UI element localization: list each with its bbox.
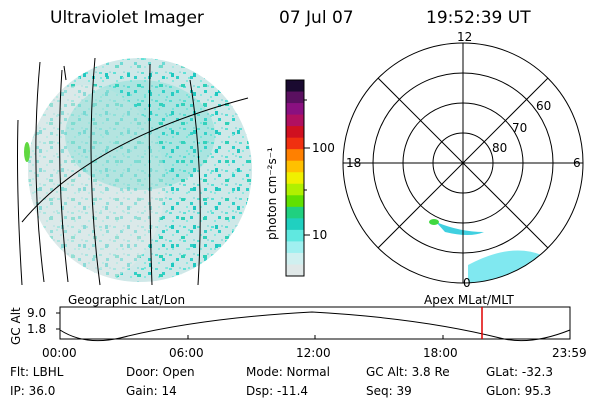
apex-label: Apex MLat/MLT — [424, 293, 514, 307]
colorbar-label-100: 100 — [312, 141, 335, 155]
dsp-info: Dsp: -11.4 — [246, 384, 309, 398]
altitude-curve — [59, 311, 571, 342]
geographic-label: Geographic Lat/Lon — [68, 293, 186, 307]
observation-date: 07 Jul 07 — [279, 8, 354, 28]
colorbar-label-10: 10 — [312, 228, 328, 242]
lat-label-70: 70 — [512, 121, 528, 135]
colorbar-segment — [286, 114, 304, 127]
colorbar — [286, 80, 304, 277]
colorbar-segment — [286, 229, 304, 242]
gain-info: Gain: 14 — [126, 384, 177, 398]
lat-label-80: 80 — [492, 141, 508, 155]
colorbar-segment — [286, 103, 304, 116]
colorbar-segment — [286, 183, 304, 196]
door-info: Door: Open — [126, 365, 195, 379]
glat-info: GLat: -32.3 — [486, 365, 553, 379]
colorbar-segment — [286, 206, 304, 219]
x-tick-label: 18:00 — [423, 346, 458, 360]
colorbar-segment — [286, 218, 304, 231]
colorbar-segment — [286, 80, 304, 93]
mlt-label-12: 12 — [457, 30, 473, 44]
colorbar-segment — [286, 252, 304, 265]
colorbar-segment — [286, 195, 304, 208]
polar-grid — [342, 42, 584, 284]
x-tick-label: 00:00 — [42, 346, 77, 360]
x-tick-label: 06:00 — [169, 346, 204, 360]
uv-image-globe — [28, 58, 252, 282]
colorbar-segment — [286, 172, 304, 185]
geographic-grid-lines — [17, 57, 249, 286]
mlt-label-6: 6 — [573, 156, 581, 170]
colorbar-unit-label: photon cm⁻²s⁻¹ — [265, 147, 279, 240]
y-tick-label-bottom: 1.8 — [27, 322, 47, 336]
mlt-label-0: 0 — [463, 276, 471, 290]
x-tick-label: 12:00 — [296, 346, 331, 360]
colorbar-segment — [286, 149, 304, 162]
observation-time: 19:52:39 UT — [426, 8, 531, 28]
colorbar-segment — [286, 126, 304, 139]
y-axis-label: GC Alt — [9, 307, 23, 345]
mlt-label-18: 18 — [346, 156, 362, 170]
mode-info: Mode: Normal — [246, 365, 330, 379]
x-tick-label: 23:59 — [552, 346, 587, 360]
lat-label-60: 60 — [536, 99, 552, 113]
gc-alt-info: GC Alt: 3.8 Re — [366, 365, 450, 379]
instrument-title: Ultraviolet Imager — [50, 8, 204, 28]
colorbar-segment — [286, 91, 304, 104]
glon-info: GLon: 95.3 — [486, 384, 552, 398]
colorbar-segment — [286, 137, 304, 150]
colorbar-segment — [286, 264, 304, 277]
y-tick-label-top: 9.0 — [27, 306, 47, 320]
colorbar-segment — [286, 241, 304, 254]
ip-info: IP: 36.0 — [10, 384, 56, 398]
seq-info: Seq: 39 — [366, 384, 412, 398]
globe-aurora-spot — [24, 142, 30, 162]
colorbar-segment — [286, 160, 304, 173]
colorbar-frame — [285, 79, 305, 277]
filter-info: Flt: LBHL — [10, 365, 64, 379]
